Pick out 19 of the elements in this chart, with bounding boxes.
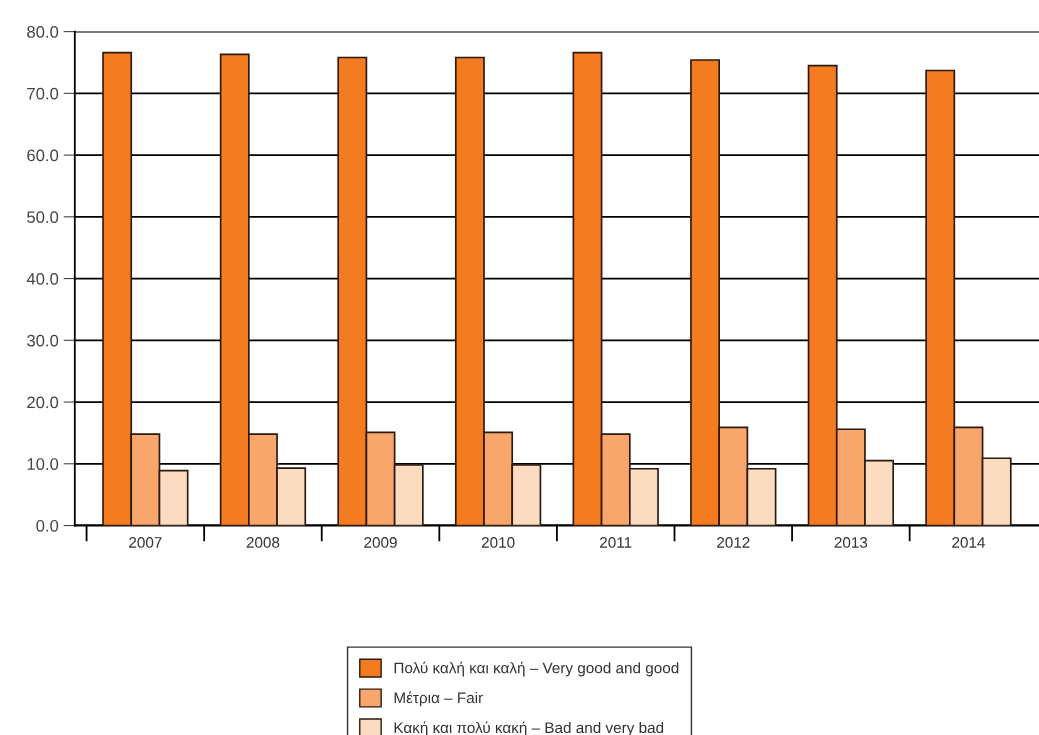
x-tick-label: 2012: [717, 537, 750, 548]
y-tick-label: 80.0: [27, 26, 59, 38]
y-tick-label: 60.0: [27, 149, 59, 162]
x-tick-label: 2007: [129, 537, 162, 548]
x-tick-label: 2009: [364, 537, 397, 548]
y-tick-label: 0.0: [36, 519, 59, 532]
x-tick-label: 2014: [952, 537, 985, 548]
y-tick-label: 20.0: [27, 396, 59, 409]
x-tick-label: 2013: [834, 537, 868, 548]
x-tick-label: 2008: [246, 537, 280, 548]
x-tick-label: 2011: [600, 537, 632, 548]
legend-label: Πολύ καλή και καλή – Very good and good: [394, 661, 679, 677]
y-tick-label: 50.0: [27, 211, 59, 224]
x-tick-label: 2010: [481, 537, 515, 548]
y-tick-label: 10.0: [27, 458, 59, 470]
y-tick-label: 40.0: [26, 272, 59, 285]
y-tick-label: 70.0: [27, 87, 59, 100]
legend-label: Μέτρια – Fair: [394, 691, 483, 707]
y-tick-label: 30.0: [27, 334, 59, 347]
